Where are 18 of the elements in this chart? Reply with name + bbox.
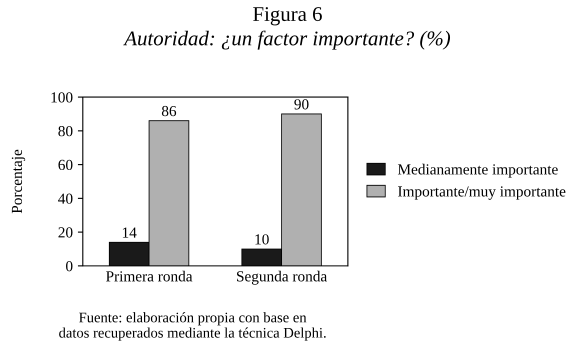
- y-tick-label: 100: [52, 92, 72, 103]
- chart-title: Figura 6: [253, 7, 322, 26]
- data-label: 14: [122, 228, 137, 238]
- source-note: Fuente: elaboración propia con base en datos recuperados mediante la técnica Delphi.: [59, 312, 326, 341]
- chart-subtitle: Autoridad: ¿un factor importante? (%): [123, 30, 450, 50]
- y-tick-label: 60: [58, 160, 72, 170]
- data-label: 10: [255, 234, 269, 244]
- y-axis-title: Porcentaje: [12, 150, 26, 214]
- data-label: 90: [294, 99, 309, 110]
- y-tick-label: 80: [58, 126, 72, 136]
- data-label: 86: [162, 106, 176, 116]
- y-tick-label: 20: [58, 227, 72, 238]
- legend-label: Medianamente importante: [398, 164, 558, 178]
- x-tick-label: Segunda ronda: [237, 270, 328, 285]
- x-tick-label: Primera ronda: [106, 270, 192, 282]
- y-tick-label: 40: [58, 194, 72, 204]
- y-tick-label: 0: [66, 261, 72, 272]
- legend-label: Importante/muy importante: [398, 186, 566, 200]
